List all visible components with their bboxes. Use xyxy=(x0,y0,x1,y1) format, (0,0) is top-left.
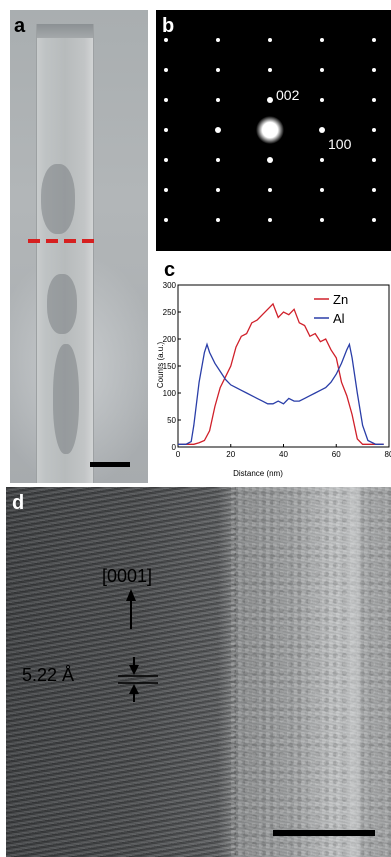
diffraction-spot xyxy=(267,97,273,103)
x-axis-label: Distance (nm) xyxy=(233,469,283,478)
panel-d-hrtem-image: d [0001] 5.22 Å xyxy=(6,487,391,857)
annotation-arrows xyxy=(118,589,158,702)
series-line-zn xyxy=(178,302,384,445)
lattice-spacing-label: 5.22 Å xyxy=(22,665,75,685)
diffraction-spot xyxy=(320,38,324,42)
spot-label-002: 002 xyxy=(276,87,300,103)
legend-label-zn: Zn xyxy=(333,292,348,307)
crystalline-region xyxy=(6,487,236,857)
panel-label-a: a xyxy=(14,15,26,37)
x-tick-label: 0 xyxy=(176,450,181,459)
legend: Zn Al xyxy=(314,292,348,326)
line-scan-marker xyxy=(46,239,58,243)
spot-label-100: 100 xyxy=(328,136,352,152)
spacing-arrowhead-top xyxy=(129,665,139,675)
y-tick-label: 50 xyxy=(167,416,176,425)
panel-label-b: b xyxy=(162,15,175,37)
central-beam xyxy=(256,116,284,144)
diffraction-spot xyxy=(320,68,324,72)
contrast-region xyxy=(53,344,79,454)
y-tick-label: 300 xyxy=(163,281,177,290)
diffraction-spot xyxy=(319,127,325,133)
diffraction-spot xyxy=(268,68,272,72)
diffraction-spot xyxy=(164,38,168,42)
nanowire-tip xyxy=(37,24,93,38)
diffraction-spot xyxy=(216,188,220,192)
diffraction-spot xyxy=(268,188,272,192)
diffraction-spot xyxy=(372,68,376,72)
diffraction-spot xyxy=(320,218,324,222)
series-line-al xyxy=(178,342,384,445)
diffraction-spot xyxy=(164,128,168,132)
diffraction-spot xyxy=(216,98,220,102)
line-scan-marker xyxy=(82,239,94,243)
y-tick-label: 100 xyxy=(163,389,177,398)
line-scan-marker xyxy=(28,239,40,243)
diffraction-spot xyxy=(164,188,168,192)
x-tick-label: 80 xyxy=(385,450,391,459)
edge-band xyxy=(344,487,364,857)
contrast-region xyxy=(41,164,75,234)
panel-b-diffraction-pattern: 002 100 b xyxy=(156,10,391,251)
legend-label-al: Al xyxy=(333,311,345,326)
diffraction-spot xyxy=(216,158,220,162)
diffraction-spot xyxy=(320,188,324,192)
diffraction-spot xyxy=(164,68,168,72)
diffraction-spot xyxy=(320,98,324,102)
panel-label-d: d xyxy=(12,492,25,514)
diffraction-spot xyxy=(372,38,376,42)
diffraction-spot xyxy=(216,38,220,42)
diffraction-spot xyxy=(372,98,376,102)
diffraction-spot xyxy=(267,157,273,163)
spacing-arrowhead-bottom xyxy=(129,684,139,694)
scale-bar xyxy=(273,830,375,836)
diffraction-spot xyxy=(372,218,376,222)
y-tick-label: 0 xyxy=(172,443,177,452)
direction-arrowhead xyxy=(126,589,136,601)
amorphous-shell xyxy=(231,487,391,857)
panel-c-eds-profile-chart: c 0 20 40 60 80 0 50 100 150 200 250 300 Zn Al Dist… xyxy=(156,258,391,482)
diffraction-spot xyxy=(216,218,220,222)
diffraction-spot xyxy=(216,68,220,72)
diffraction-spot xyxy=(372,158,376,162)
chart: 0 20 40 60 80 0 50 100 150 200 250 300 Zn Al Distan… xyxy=(156,281,391,478)
contrast-region xyxy=(47,274,77,334)
diffraction-spot xyxy=(164,158,168,162)
y-axis-label: Counts (a.u.) xyxy=(156,342,165,389)
diffraction-spots: 002 100 xyxy=(164,38,376,222)
plot-frame xyxy=(177,284,390,448)
diffraction-spot xyxy=(164,218,168,222)
diffraction-spot xyxy=(215,127,221,133)
y-tick-label: 150 xyxy=(163,362,177,371)
line-scan-marker xyxy=(64,239,76,243)
diffraction-spot xyxy=(372,128,376,132)
x-tick-label: 60 xyxy=(332,450,341,459)
scale-bar xyxy=(90,462,130,467)
growth-direction-label: [0001] xyxy=(102,566,153,586)
diffraction-spot xyxy=(320,158,324,162)
panel-label-c: c xyxy=(164,259,176,281)
x-tick-label: 40 xyxy=(279,450,288,459)
y-tick-label: 200 xyxy=(163,335,177,344)
nanowire xyxy=(36,24,94,483)
y-tick-label: 250 xyxy=(163,308,177,317)
diffraction-spot xyxy=(164,98,168,102)
diffraction-spot xyxy=(372,188,376,192)
x-tick-label: 20 xyxy=(226,450,235,459)
diffraction-spot xyxy=(268,218,272,222)
panel-a-nanowire-image: a xyxy=(10,10,148,483)
diffraction-spot xyxy=(268,38,272,42)
